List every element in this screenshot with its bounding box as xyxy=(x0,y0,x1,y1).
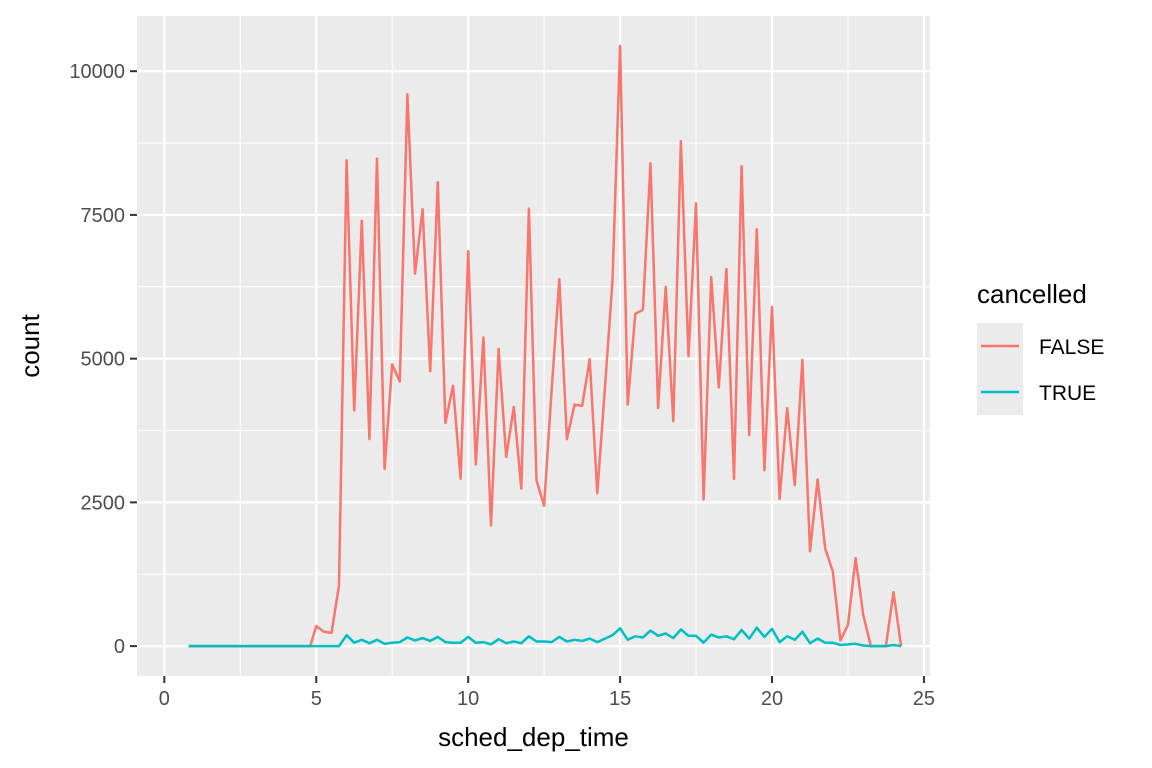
y-tick-label: 5000 xyxy=(81,349,126,371)
legend-title: cancelled xyxy=(977,279,1087,309)
x-tick-label: 0 xyxy=(159,688,170,710)
legend-label: TRUE xyxy=(1039,382,1096,405)
x-tick-label: 5 xyxy=(311,688,322,710)
x-tick-label: 10 xyxy=(457,688,479,710)
axis-ticks xyxy=(130,70,925,683)
y-tick-label: 10000 xyxy=(69,61,125,83)
series-line-true xyxy=(188,626,902,648)
tick-labels: 0 5 10 15 20 25 0 2500 5000 7500 10000 xyxy=(69,61,935,710)
x-tick-label: 15 xyxy=(609,688,631,710)
legend-label: FALSE xyxy=(1039,336,1104,359)
series-line-false xyxy=(188,44,903,648)
x-axis-title: sched_dep_time xyxy=(438,722,629,752)
series-lines xyxy=(188,44,903,648)
x-tick-label: 25 xyxy=(913,688,935,710)
legend: cancelled FALSE TRUE xyxy=(977,279,1104,415)
legend-items: FALSE TRUE xyxy=(977,323,1104,415)
x-tick-label: 20 xyxy=(761,688,783,710)
y-axis-title: count xyxy=(15,313,45,377)
y-tick-label: 7500 xyxy=(81,205,126,227)
y-tick-label: 0 xyxy=(114,636,125,658)
y-tick-label: 2500 xyxy=(81,492,126,514)
